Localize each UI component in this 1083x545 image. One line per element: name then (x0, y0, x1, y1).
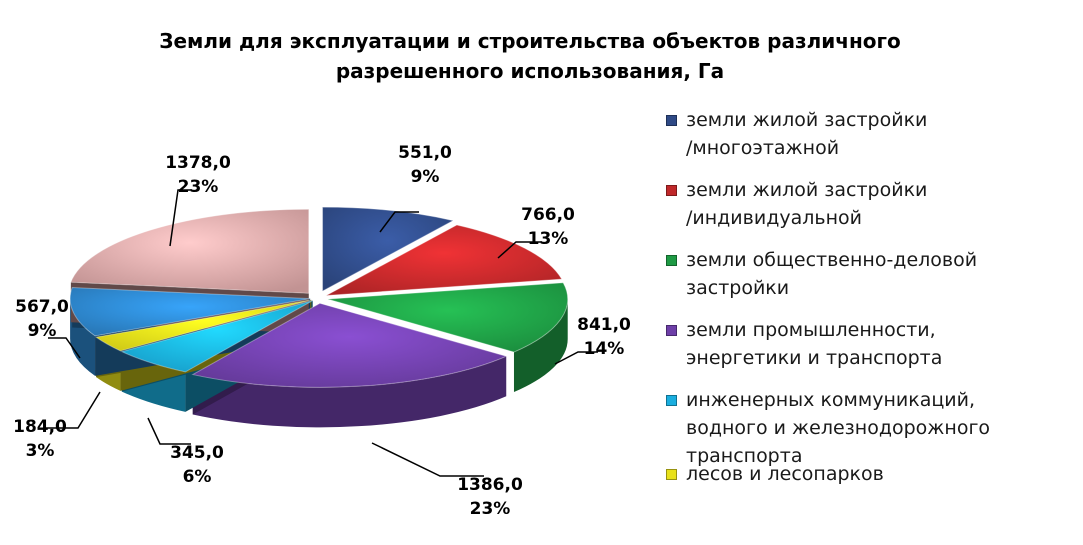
data-label-value-8: 1378,0 (165, 153, 231, 173)
data-label-percent-6: 3% (26, 441, 55, 461)
leader-line-3 (554, 351, 598, 365)
pie-slice-3 (327, 282, 569, 353)
chart-title-line-1: Земли для эксплуатации и строительства о… (159, 29, 901, 53)
data-label-value-3: 841,0 (577, 315, 631, 335)
leader-line-7 (48, 337, 81, 359)
data-label-value-2: 766,0 (521, 205, 575, 225)
pie-slice-7 (69, 287, 311, 337)
chart-legend: земли жилой застройки/многоэтажной земли … (664, 106, 1074, 488)
data-label-percent-3: 14% (584, 339, 625, 359)
legend-label-4-line-1: земли промышленности, (686, 319, 936, 341)
leader-line-5 (147, 417, 191, 445)
legend-label-5-line-3: транспорта (686, 445, 803, 467)
data-label-value-4: 1386,0 (457, 475, 523, 495)
pie-slice-5 (120, 300, 313, 373)
data-label-percent-4: 23% (470, 499, 511, 519)
data-label-value-6: 184,0 (13, 417, 67, 437)
legend-item-5: инженерных коммуникаций, водного и железн… (664, 386, 1074, 470)
legend-item-3: земли общественно-деловой застройки (664, 246, 1074, 302)
legend-label-4-line-2: энергетики и транспорта (686, 347, 943, 369)
legend-label-6-line-1: лесов и лесопарков (686, 463, 884, 485)
legend-swatch-4 (666, 325, 677, 336)
legend-label-2-line-2: /индивидуальной (686, 207, 862, 229)
leader-line-4 (371, 442, 484, 477)
data-label-percent-2: 13% (528, 229, 569, 249)
pie-slice-side-4 (192, 356, 507, 428)
legend-label-3-line-1: земли общественно-деловой (686, 249, 978, 271)
legend-label-3-line-2: застройки (686, 277, 790, 299)
legend-swatch-3 (666, 255, 677, 266)
leader-line-1 (379, 211, 419, 233)
legend-swatch-6 (666, 469, 677, 480)
data-label-value-7: 567,0 (15, 297, 69, 317)
legend-label-5-line-2: водного и железнодорожного (686, 417, 991, 439)
legend-swatch-5 (666, 395, 677, 406)
pie-slice-side-3 (513, 299, 568, 393)
data-label-percent-8: 23% (178, 177, 219, 197)
pie-slice-4 (191, 302, 508, 388)
legend-swatch-1 (666, 115, 677, 126)
pie-slice-1 (322, 206, 455, 292)
chart-title-line-2: разрешенного использования, Га (335, 59, 725, 83)
legend-label-1-line-1: земли жилой застройки (686, 109, 928, 131)
data-label-value-1: 551,0 (398, 143, 452, 163)
data-label-percent-7: 9% (28, 321, 57, 341)
data-label-percent-5: 6% (183, 467, 212, 487)
pie-tops (69, 206, 569, 388)
legend-item-4: земли промышленности, энергетики и трансп… (664, 316, 1074, 372)
data-label-percent-1: 9% (411, 167, 440, 187)
chart-title: Земли для эксплуатации и строительства о… (60, 26, 1000, 86)
legend-label-5-line-1: инженерных коммуникаций, (686, 389, 976, 411)
leader-line-8 (169, 189, 192, 247)
legend-item-2: земли жилой застройки/индивидуальной (664, 176, 1074, 232)
pie-labels: 551,0 9% 766,0 13% 841,0 14% 1386,0 23% 345,0 6% 1… (13, 143, 631, 519)
pie-slice-8 (70, 208, 310, 294)
leader-line-6 (46, 391, 101, 429)
pie-leaders (46, 189, 598, 477)
leader-line-2 (497, 241, 542, 259)
legend-item-6: лесов и лесопарков (664, 460, 1074, 488)
legend-swatch-2 (666, 185, 677, 196)
legend-label-2-line-1: земли жилой застройки (686, 179, 928, 201)
legend-item-1: земли жилой застройки/многоэтажной (664, 106, 1074, 162)
data-label-value-5: 345,0 (170, 443, 224, 463)
legend-label-1-line-2: /многоэтажной (686, 137, 840, 159)
pie-slice-6 (94, 299, 312, 352)
pie-slice-2 (326, 224, 563, 296)
